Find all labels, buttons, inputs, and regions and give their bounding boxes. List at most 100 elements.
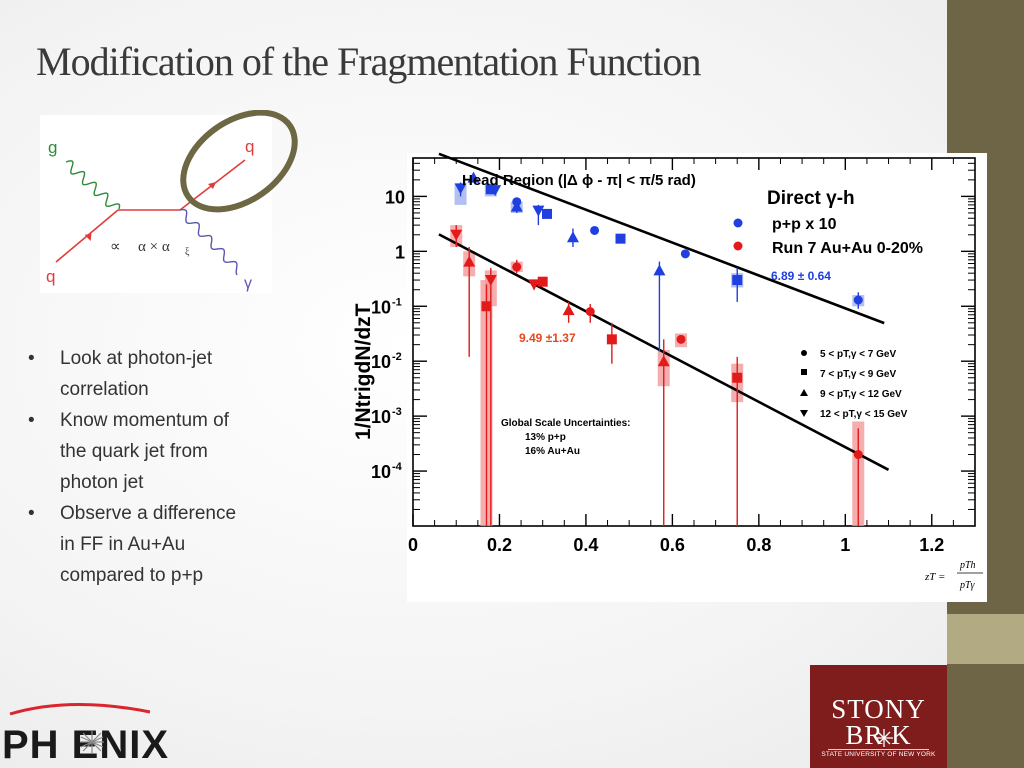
data-point-triangle-up bbox=[653, 264, 666, 276]
coupling-subscript: ξ bbox=[185, 247, 190, 258]
legend-marker-label: 7 < pT,γ < 9 GeV bbox=[820, 369, 896, 380]
logo-line: STONY bbox=[831, 694, 926, 724]
photon-label: γ bbox=[244, 275, 252, 292]
formula-numerator: pTh bbox=[959, 560, 976, 571]
legend-triangle-down-marker bbox=[800, 410, 808, 417]
legend-pp-label: p+p x 10 bbox=[772, 216, 837, 233]
proportional-symbol: ∝ bbox=[110, 239, 121, 255]
y-tick-exponent: -3 bbox=[392, 406, 402, 418]
phenix-logo: PH ENIX bbox=[2, 703, 168, 767]
y-tick-label: 10 bbox=[371, 407, 391, 427]
pp-slope-annotation: 6.89 ± 0.64 bbox=[771, 269, 831, 283]
quark-arrow bbox=[84, 233, 92, 241]
outgoing-quark-label: q bbox=[245, 137, 254, 156]
data-point-circle bbox=[585, 307, 595, 317]
data-point-square bbox=[732, 275, 743, 286]
logo-rule bbox=[828, 749, 929, 750]
data-point-circle bbox=[853, 295, 863, 305]
coupling-product: α × α bbox=[138, 239, 170, 255]
highlight-circle bbox=[180, 110, 298, 213]
data-point-triangle-up bbox=[562, 304, 575, 316]
data-point-circle bbox=[676, 334, 686, 344]
y-tick-label: 10 bbox=[371, 352, 391, 372]
data-point-triangle-up bbox=[463, 255, 476, 267]
feynman-diagram: g q q γ ∝ α × α ξ bbox=[40, 110, 298, 293]
legend-square-marker bbox=[801, 369, 807, 375]
data-point-circle bbox=[590, 225, 600, 235]
data-point-triangle-down bbox=[450, 229, 463, 241]
logo-star-icon bbox=[875, 729, 893, 747]
data-markers bbox=[450, 171, 863, 460]
data-point-triangle-down bbox=[489, 185, 502, 197]
logo-line: BR K bbox=[845, 720, 912, 750]
x-tick-label: 1.2 bbox=[919, 535, 944, 555]
bullet-list: • Look at photon-jet correlation • Know mom… bbox=[28, 343, 290, 591]
chart-background bbox=[407, 153, 987, 602]
formula-denominator: pTγ bbox=[959, 580, 976, 591]
bullet-line: compared to p+p bbox=[60, 565, 204, 586]
data-point-circle bbox=[512, 262, 522, 272]
uncertainty-title: Global Scale Uncertainties: bbox=[501, 418, 631, 429]
feynman-background bbox=[40, 115, 272, 293]
bullet-dot: • bbox=[28, 348, 35, 369]
bullet-line: Know momentum of bbox=[60, 410, 229, 431]
legend-pp-marker bbox=[733, 218, 743, 228]
data-point-triangle-up bbox=[566, 231, 579, 243]
data-point-square bbox=[537, 276, 548, 287]
bullet-item: • Look at photon-jet correlation bbox=[28, 343, 290, 405]
data-point-triangle-down bbox=[484, 275, 497, 287]
incoming-quark-label: q bbox=[46, 267, 55, 286]
bullet-line: Look at photon-jet bbox=[60, 348, 213, 369]
stony-brook-logo: STONY BR K STATE UNIVERSITY OF NEW YORK bbox=[810, 665, 947, 768]
x-tick-label: 0 bbox=[408, 535, 418, 555]
bullet-line: Observe a difference bbox=[60, 503, 237, 524]
bullet-item: • Observe a difference in FF in Au+Au compa… bbox=[28, 498, 290, 591]
data-point-triangle-down bbox=[454, 183, 467, 195]
data-point-triangle-down bbox=[528, 279, 541, 291]
bullet-line: correlation bbox=[60, 379, 149, 400]
y-tick-label: 10 bbox=[371, 297, 391, 317]
x-tick-label: 1 bbox=[840, 535, 850, 555]
uncertainty-auau: 16% Au+Au bbox=[525, 446, 580, 457]
y-tick-label: 1 bbox=[395, 242, 405, 262]
legend-circle-marker bbox=[801, 350, 807, 356]
data-point-circle bbox=[853, 450, 863, 460]
data-point-triangle-up bbox=[467, 171, 480, 183]
data-point-square bbox=[615, 233, 626, 244]
legend-triangle-up-marker bbox=[800, 389, 808, 396]
x-tick-label: 0.4 bbox=[573, 535, 598, 555]
y-tick-exponent: -4 bbox=[392, 461, 403, 473]
y-axis-label: 1/NtrigdN/dzT bbox=[352, 303, 375, 440]
data-point-square bbox=[485, 184, 496, 195]
gluon-label: g bbox=[48, 138, 57, 157]
bullet-dot: • bbox=[28, 503, 35, 524]
legend-auau-marker bbox=[733, 241, 743, 251]
data-point-circle bbox=[680, 249, 690, 259]
logo-star-icon bbox=[80, 730, 104, 754]
y-tick-label: 10 bbox=[371, 462, 391, 482]
bullet-dot: • bbox=[28, 410, 35, 431]
photon-line bbox=[179, 208, 238, 276]
data-point-circle bbox=[512, 197, 522, 207]
x-tick-label: 0.2 bbox=[487, 535, 512, 555]
legend-marker-label: 5 < pT,γ < 7 GeV bbox=[820, 349, 896, 360]
x-tick-label: 0.6 bbox=[660, 535, 685, 555]
y-tick-label: 10 bbox=[385, 187, 405, 207]
bullet-item: • Know momentum of the quark jet from photo… bbox=[28, 405, 290, 498]
decorative-side-band-accent bbox=[947, 614, 1024, 664]
bullet-line: in FF in Au+Au bbox=[60, 534, 186, 555]
slide-title: Modification of the Fragmentation Functi… bbox=[36, 39, 702, 84]
logo-swoosh bbox=[9, 703, 151, 716]
data-point-square bbox=[542, 208, 553, 219]
data-point-square bbox=[732, 372, 743, 383]
legend-auau-label: Run 7 Au+Au 0-20% bbox=[772, 240, 923, 257]
x-axis-ticks: 0 0.2 0.4 0.6 0.8 1 1.2 bbox=[408, 158, 944, 555]
x-axis-label: zT = bbox=[924, 571, 945, 583]
logo-subtitle: STATE UNIVERSITY OF NEW YORK bbox=[821, 751, 936, 758]
auau-slope-annotation: 9.49 ±1.37 bbox=[519, 331, 576, 345]
chart-title: Head Region (|Δ ϕ - π| < π/5 rad) bbox=[462, 172, 696, 189]
legend-marker-label: 9 < pT,γ < 12 GeV bbox=[820, 389, 902, 400]
data-point-square bbox=[606, 334, 617, 345]
gluon-line bbox=[65, 160, 121, 210]
minor-ticks bbox=[413, 157, 975, 526]
